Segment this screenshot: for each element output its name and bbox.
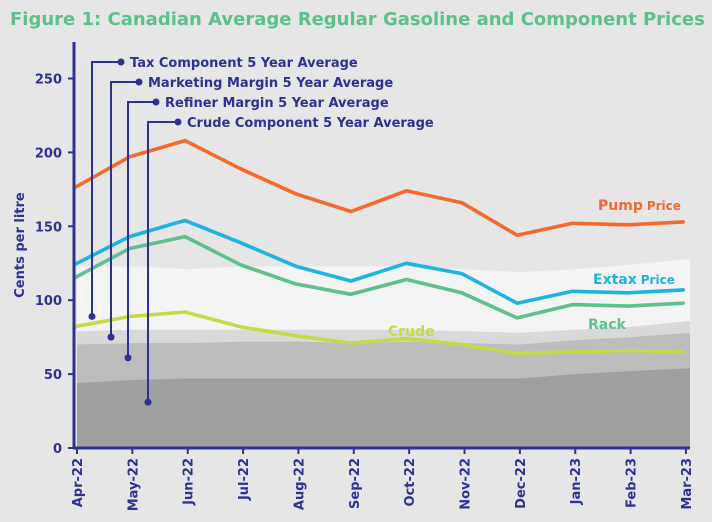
x-tick-label: Mar-23 [680,458,695,510]
x-tick-label: Nov-22 [459,458,474,510]
series-line-0 [72,138,686,237]
annotations: Tax Component 5 Year Average Marketing Ma… [88,56,434,406]
axes [72,42,690,450]
x-tick-label: Feb-23 [625,458,640,508]
y-tick-label: 150 [35,220,62,235]
y-tick-label: 50 [44,368,62,383]
x-tick-label: Jan-23 [569,458,584,505]
annotation-point-dot-1 [107,333,115,341]
x-tick-label: Dec-22 [514,458,529,509]
series-label-3: Crude [388,324,435,340]
x-tick-label: May-22 [126,458,141,511]
annotation-label-3: Crude Component 5 Year Average [187,116,434,131]
x-tick-label: Aug-22 [292,458,307,510]
series-labels: Pump Price Extax Price Rack Crude [388,198,681,340]
annotation-label-1: Marketing Margin 5 Year Average [148,76,393,91]
annotation-leader-0 [91,61,121,317]
series-label-2: Rack [588,317,627,333]
series-lines [72,138,686,356]
annotation-point-dot-3 [144,398,152,406]
chart-title: Figure 1: Canadian Average Regular Gasol… [10,9,705,30]
series-label-main: Crude [388,324,435,340]
annotation-end-dot-1 [135,78,143,86]
series-label-main: Extax [593,272,637,288]
series-label-main: Rack [588,317,627,333]
annotation-end-dot-0 [117,58,125,66]
x-tick-label: Apr-22 [71,458,86,507]
y-axis-title: Cents per litre [13,192,28,298]
annotation-leader-2 [127,101,156,358]
y-tick-label: 100 [35,294,62,309]
y-tick-label: 0 [53,442,62,457]
annotation-label-0: Tax Component 5 Year Average [130,56,358,71]
y-tick-label: 250 [35,73,62,88]
annotation-end-dot-2 [152,98,160,106]
series-line-2 [72,234,686,320]
y-tick-label: 200 [35,146,62,161]
series-label-sub: Price [647,199,681,213]
band-area-3 [77,368,690,448]
series-line-1 [72,218,686,306]
series-line-3 [72,310,686,356]
annotation-point-dot-2 [124,354,132,362]
series-label-0: Pump Price [598,198,681,214]
series-label-1: Extax Price [593,272,675,288]
annotation-end-dot-3 [174,118,182,126]
x-tick-label: Sep-22 [348,458,363,509]
series-label-sub: Price [641,273,675,287]
annotation-label-2: Refiner Margin 5 Year Average [165,96,389,111]
x-tick-label: Oct-22 [403,458,418,506]
annotation-leader-1 [110,81,139,338]
series-label-main: Pump [598,198,643,214]
annotation-point-dot-0 [88,312,96,320]
x-tick-label: Jul-22 [237,458,252,501]
x-tick-label: Jun-22 [182,458,197,506]
x-ticks: Apr-22 May-22 Jun-22 Jul-22 Aug-22 Sep-22 Oct-… [71,448,695,511]
y-ticks: 0 50 100 150 200 250 [35,73,74,457]
annotation-leader-3 [147,121,178,403]
